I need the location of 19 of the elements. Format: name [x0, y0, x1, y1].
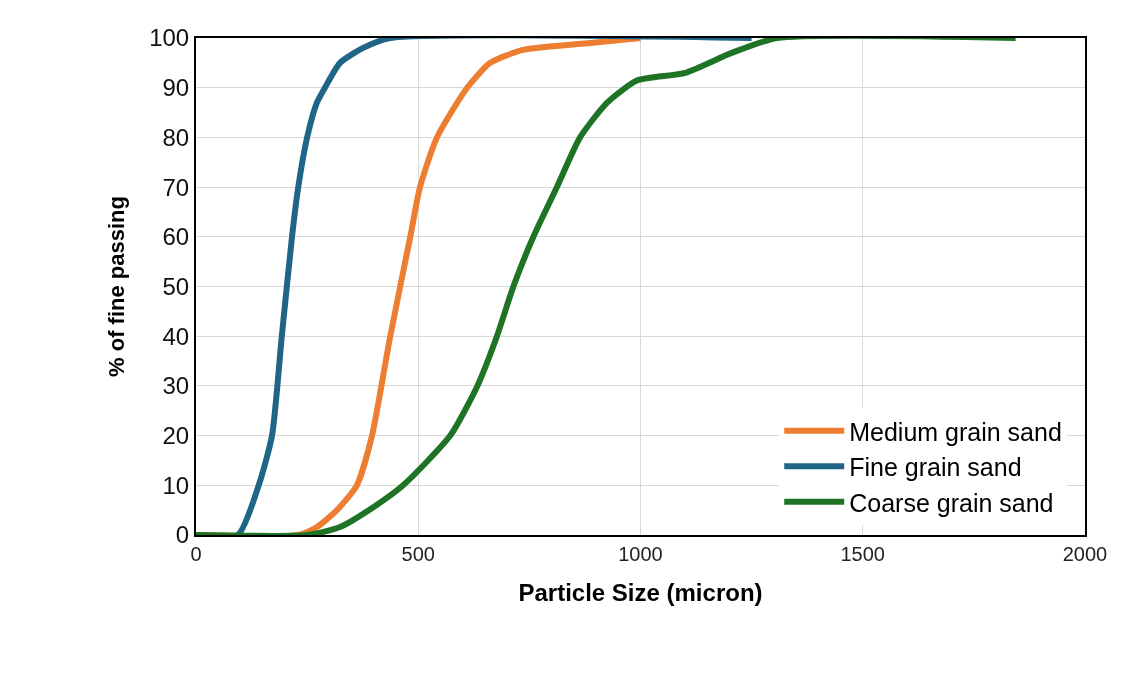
legend-label: Medium grain sand [849, 417, 1062, 446]
y-tick-label: 90 [162, 74, 190, 102]
y-tick-label: 40 [162, 322, 190, 350]
x-tick-label: 1500 [840, 543, 885, 565]
legend-label: Coarse grain sand [849, 488, 1054, 517]
y-tick-label: 30 [162, 372, 190, 400]
y-tick-label: 100 [149, 24, 190, 52]
y-axis-title: % of fine passing [104, 196, 130, 377]
y-tick-label: 50 [162, 272, 190, 300]
y-tick-label: 10 [162, 471, 190, 499]
x-tick-label: 500 [401, 543, 435, 565]
y-tick-label: 70 [162, 173, 190, 201]
y-tick-label: 80 [162, 123, 190, 151]
x-tick-label: 1000 [618, 543, 663, 565]
legend-label: Fine grain sand [849, 453, 1022, 482]
x-axis-title: Particle Size (micron) [518, 578, 763, 606]
y-tick-label: 20 [162, 422, 190, 449]
y-tick-label: 60 [162, 223, 190, 251]
x-tick-label: 2000 [1062, 543, 1108, 565]
